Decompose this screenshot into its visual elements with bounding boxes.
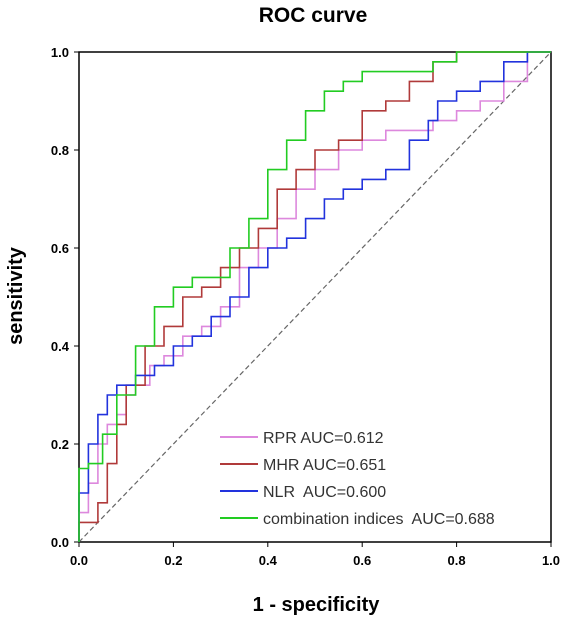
y-tick-label: 0.2 <box>51 437 69 452</box>
x-tick-label: 0.6 <box>353 553 371 568</box>
roc-line-series-3 <box>78 51 551 542</box>
x-tick-label: 0.0 <box>70 553 88 568</box>
x-tick-label: 1.0 <box>542 553 560 568</box>
y-tick-label: 0.4 <box>51 339 70 354</box>
axis-ticks: 0.0 0.2 0.4 0.6 0.8 1.0 0.0 0.2 0.4 0.6 0.8 1.0 <box>51 45 560 568</box>
legend: RPR AUC=0.612 MHR AUC=0.651 NLR AUC=0.600 c… <box>220 430 495 528</box>
reference-diagonal-line <box>78 51 552 543</box>
roc-line-series-2 <box>78 51 551 542</box>
y-tick-label: 0.0 <box>51 535 69 550</box>
legend-label-2: MHR AUC=0.651 <box>263 457 386 474</box>
y-axis-label: sensitivity <box>5 246 27 345</box>
y-tick-label: 0.8 <box>51 143 69 158</box>
y-tick-label: 1.0 <box>51 45 69 60</box>
y-tick-label: 0.6 <box>51 241 69 256</box>
x-axis-label: 1 - specificity <box>253 594 381 616</box>
x-tick-label: 0.8 <box>448 553 466 568</box>
legend-label-4: combination indices AUC=0.688 <box>263 511 495 528</box>
legend-label-1: RPR AUC=0.612 <box>263 430 384 447</box>
legend-label-3: NLR AUC=0.600 <box>263 484 386 501</box>
series-layer <box>78 51 552 543</box>
x-tick-label: 0.2 <box>164 553 182 568</box>
roc-line-series-4 <box>78 51 551 542</box>
x-tick-label: 0.4 <box>259 553 278 568</box>
chart-title: ROC curve <box>259 4 368 27</box>
